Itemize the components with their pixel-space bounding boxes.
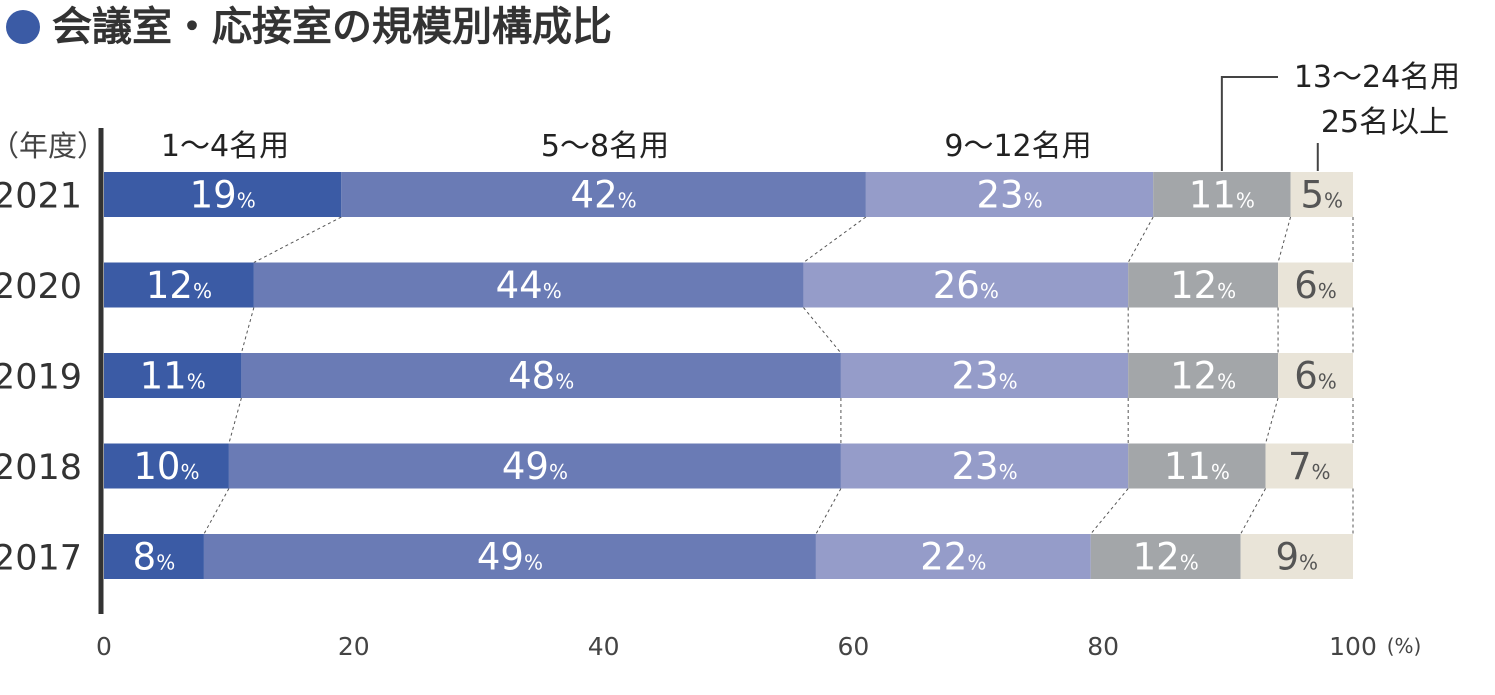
x-tick-label: 60 xyxy=(837,632,869,661)
bar-segment xyxy=(228,443,841,489)
year-label: 2020 xyxy=(0,267,82,307)
bar-segment xyxy=(104,353,242,398)
bar-segment xyxy=(341,172,866,217)
year-label: 2017 xyxy=(0,539,82,579)
bar-segment xyxy=(1290,172,1353,217)
x-tick-label: 0 xyxy=(96,632,112,661)
data-label: 49% xyxy=(477,536,543,579)
data-label: 23% xyxy=(951,445,1017,488)
connector-line xyxy=(253,216,342,263)
data-label: 12% xyxy=(1133,536,1199,579)
legend-label: 9〜12名用 xyxy=(944,129,1091,164)
data-label: 7% xyxy=(1288,445,1331,488)
x-tick-label: 100 xyxy=(1329,632,1377,661)
bar-segment xyxy=(803,262,1129,308)
bar-segment xyxy=(865,172,1154,217)
connector-line xyxy=(203,488,230,535)
connector-line xyxy=(815,488,842,535)
legend-label: 5〜8名用 xyxy=(541,129,669,164)
x-tick-label: 80 xyxy=(1087,632,1119,661)
data-label: 22% xyxy=(920,536,986,579)
data-label: 11% xyxy=(140,355,206,398)
data-label: 12% xyxy=(1170,355,1236,398)
year-label: 2021 xyxy=(0,177,82,217)
bar-segment xyxy=(1128,443,1266,489)
data-label: 5% xyxy=(1300,174,1343,217)
legend-label: 25名以上 xyxy=(1321,105,1449,140)
data-label: 23% xyxy=(951,355,1017,398)
data-label: 12% xyxy=(146,264,212,307)
year-label: 2018 xyxy=(0,448,82,488)
data-label: 9% xyxy=(1276,536,1319,579)
data-label: 23% xyxy=(976,174,1042,217)
data-label: 48% xyxy=(508,355,574,398)
connector-line xyxy=(803,216,867,263)
bar-segment xyxy=(1278,353,1353,398)
data-label: 10% xyxy=(133,445,199,488)
data-label: 12% xyxy=(1170,264,1236,307)
data-label: 44% xyxy=(496,264,562,307)
data-label: 8% xyxy=(133,536,176,579)
data-label: 6% xyxy=(1294,355,1337,398)
bar-segment xyxy=(241,353,841,398)
legend-label: 13〜24名用 xyxy=(1294,60,1460,95)
bar-segment xyxy=(104,534,204,579)
bar-segment xyxy=(253,262,804,308)
year-label: 2019 xyxy=(0,358,82,398)
data-label: 11% xyxy=(1189,174,1255,217)
bar-segment xyxy=(104,443,229,489)
bar-segment xyxy=(1153,172,1291,217)
data-label: 26% xyxy=(933,264,999,307)
legend-label: 1〜4名用 xyxy=(161,129,289,164)
connector-line xyxy=(1265,397,1279,444)
bar-segment xyxy=(1265,443,1353,489)
bar-segment xyxy=(1278,262,1353,308)
connector-line xyxy=(1277,216,1292,263)
data-label: 42% xyxy=(571,174,637,217)
connector-line xyxy=(1090,488,1129,535)
data-label: 19% xyxy=(190,174,256,217)
chart-title: 会議室・応接室の規模別構成比 xyxy=(52,4,612,50)
x-unit-label: (%) xyxy=(1387,634,1422,658)
x-tick-label: 40 xyxy=(588,632,620,661)
bar-segment xyxy=(1090,534,1241,579)
connector-line xyxy=(228,397,242,444)
bar-segment xyxy=(1128,353,1279,398)
data-label: 49% xyxy=(502,445,568,488)
connector-line xyxy=(1127,216,1154,263)
connector-line xyxy=(240,307,255,354)
title-bullet-icon xyxy=(6,10,40,44)
connector-line xyxy=(803,307,842,354)
bar-segment xyxy=(104,172,342,217)
bar-segment xyxy=(840,443,1129,489)
connector-line xyxy=(1240,488,1267,535)
bar-segment xyxy=(815,534,1091,579)
bar-segment xyxy=(840,353,1129,398)
data-label: 6% xyxy=(1294,264,1337,307)
bar-segment xyxy=(1240,534,1353,579)
bar-segment xyxy=(203,534,816,579)
x-tick-label: 20 xyxy=(338,632,370,661)
bar-segment xyxy=(104,262,254,308)
bar-segment xyxy=(1128,262,1279,308)
y-unit-label: （年度） xyxy=(0,129,106,163)
data-label: 11% xyxy=(1164,445,1230,488)
leader-line xyxy=(1220,76,1278,171)
